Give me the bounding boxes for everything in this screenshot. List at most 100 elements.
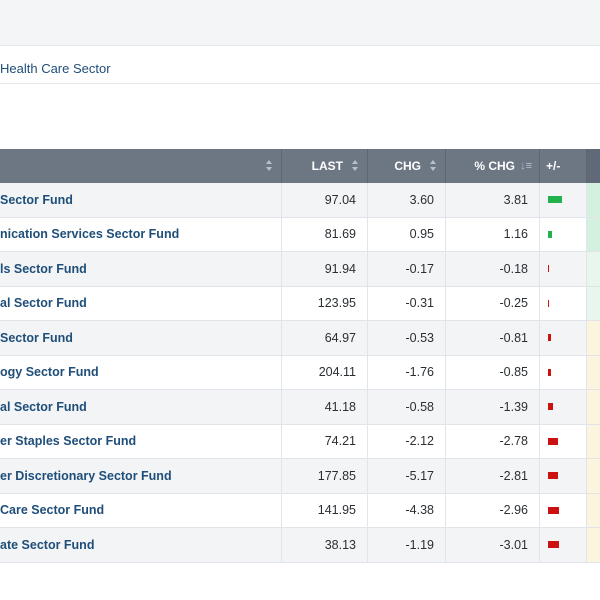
pct-chg-cell: -3.01 bbox=[446, 528, 540, 562]
fund-name-cell[interactable]: ogy Sector Fund bbox=[0, 355, 282, 389]
column-header-chg-label: CHG bbox=[394, 159, 421, 173]
table-row[interactable]: ogy Sector Fund 204.11 -1.76 -0.85 bbox=[0, 355, 600, 390]
extra-cell bbox=[587, 252, 600, 286]
table-row[interactable]: er Staples Sector Fund 74.21 -2.12 -2.78 bbox=[0, 424, 600, 459]
sort-icon bbox=[352, 160, 359, 172]
fund-name-link[interactable]: ls Sector Fund bbox=[0, 261, 87, 276]
extra-cell bbox=[587, 528, 600, 562]
chg-cell: 0.95 bbox=[368, 217, 446, 251]
pct-chg-cell: -2.78 bbox=[446, 424, 540, 458]
column-header-name[interactable] bbox=[0, 149, 282, 183]
table-row[interactable]: Sector Fund 97.04 3.60 3.81 bbox=[0, 183, 600, 218]
column-header-last[interactable]: LAST bbox=[282, 149, 368, 183]
sort-icon bbox=[430, 160, 437, 172]
last-cell: 177.85 bbox=[282, 459, 368, 493]
pct-chg-cell: -0.81 bbox=[446, 321, 540, 355]
table-row[interactable]: ate Sector Fund 38.13 -1.19 -3.01 bbox=[0, 528, 600, 563]
breadcrumb[interactable]: Health Care Sector bbox=[0, 61, 111, 76]
chg-cell: -5.17 bbox=[368, 459, 446, 493]
change-bar bbox=[548, 506, 559, 514]
last-cell: 97.04 bbox=[282, 183, 368, 217]
chg-cell: -1.76 bbox=[368, 355, 446, 389]
chg-cell: -0.31 bbox=[368, 286, 446, 320]
table-row[interactable]: al Sector Fund 41.18 -0.58 -1.39 bbox=[0, 390, 600, 425]
fund-name-cell[interactable]: nication Services Sector Fund bbox=[0, 217, 282, 251]
column-header-plus-minus[interactable]: +/- bbox=[540, 149, 587, 183]
change-bar bbox=[548, 472, 558, 480]
plus-minus-cell bbox=[540, 217, 587, 251]
change-bar bbox=[548, 403, 553, 411]
fund-name-link[interactable]: nication Services Sector Fund bbox=[0, 227, 180, 242]
chg-cell: -0.58 bbox=[368, 390, 446, 424]
last-cell: 141.95 bbox=[282, 493, 368, 527]
top-bar bbox=[0, 0, 600, 46]
last-cell: 38.13 bbox=[282, 528, 368, 562]
pct-chg-cell: 1.16 bbox=[446, 217, 540, 251]
last-cell: 81.69 bbox=[282, 217, 368, 251]
fund-name-cell[interactable]: al Sector Fund bbox=[0, 286, 282, 320]
fund-name-cell[interactable]: er Discretionary Sector Fund bbox=[0, 459, 282, 493]
plus-minus-cell bbox=[540, 390, 587, 424]
fund-name-cell[interactable]: Care Sector Fund bbox=[0, 493, 282, 527]
plus-minus-cell bbox=[540, 252, 587, 286]
extra-cell bbox=[587, 459, 600, 493]
fund-name-cell[interactable]: Sector Fund bbox=[0, 321, 282, 355]
fund-name-link[interactable]: ate Sector Fund bbox=[0, 537, 95, 552]
table-row[interactable]: er Discretionary Sector Fund 177.85 -5.17-… bbox=[0, 459, 600, 494]
extra-cell bbox=[587, 355, 600, 389]
sort-descending-icon: ↓≡ bbox=[520, 160, 532, 172]
fund-name-link[interactable]: Care Sector Fund bbox=[0, 503, 105, 518]
pct-chg-cell: -1.39 bbox=[446, 390, 540, 424]
fund-name-cell[interactable]: ls Sector Fund bbox=[0, 252, 282, 286]
last-cell: 91.94 bbox=[282, 252, 368, 286]
extra-cell bbox=[587, 183, 600, 217]
fund-name-cell[interactable]: Sector Fund bbox=[0, 183, 282, 217]
change-bar bbox=[548, 299, 549, 307]
pct-chg-cell: 3.81 bbox=[446, 183, 540, 217]
last-cell: 64.97 bbox=[282, 321, 368, 355]
change-bar bbox=[548, 541, 559, 549]
table-row[interactable]: Sector Fund 64.97 -0.53 -0.81 bbox=[0, 321, 600, 356]
column-header-extra bbox=[587, 149, 600, 183]
plus-minus-cell bbox=[540, 183, 587, 217]
extra-cell bbox=[587, 424, 600, 458]
plus-minus-cell bbox=[540, 321, 587, 355]
plus-minus-cell bbox=[540, 493, 587, 527]
fund-name-cell[interactable]: al Sector Fund bbox=[0, 390, 282, 424]
pct-chg-cell: -0.25 bbox=[446, 286, 540, 320]
fund-name-link[interactable]: Sector Fund bbox=[0, 330, 73, 345]
chg-cell: -4.38 bbox=[368, 493, 446, 527]
table-row[interactable]: Care Sector Fund 141.95 -4.38 -2.96 bbox=[0, 493, 600, 528]
fund-name-link[interactable]: er Staples Sector Fund bbox=[0, 434, 137, 449]
sort-icon bbox=[266, 160, 273, 172]
fund-name-link[interactable]: al Sector Fund bbox=[0, 296, 87, 311]
sector-funds-table: LAST CHG % CHG ↓≡ +/- Sector Fund 97.04 3.… bbox=[0, 149, 600, 563]
fund-name-cell[interactable]: ate Sector Fund bbox=[0, 528, 282, 562]
extra-cell bbox=[587, 286, 600, 320]
plus-minus-cell bbox=[540, 459, 587, 493]
table-row[interactable]: nication Services Sector Fund 81.69 0.95 1.… bbox=[0, 217, 600, 252]
extra-cell bbox=[587, 321, 600, 355]
plus-minus-cell bbox=[540, 286, 587, 320]
column-header-plus-minus-label: +/- bbox=[546, 159, 561, 173]
extra-cell bbox=[587, 493, 600, 527]
chg-cell: -2.12 bbox=[368, 424, 446, 458]
last-cell: 74.21 bbox=[282, 424, 368, 458]
column-header-pct-chg[interactable]: % CHG ↓≡ bbox=[446, 149, 540, 183]
plus-minus-cell bbox=[540, 528, 587, 562]
table-header: LAST CHG % CHG ↓≡ +/- bbox=[0, 149, 600, 183]
table-row[interactable]: ls Sector Fund 91.94 -0.17 -0.18 bbox=[0, 252, 600, 287]
change-bar bbox=[548, 368, 551, 376]
pct-chg-cell: -0.85 bbox=[446, 355, 540, 389]
change-bar bbox=[548, 437, 558, 445]
last-cell: 123.95 bbox=[282, 286, 368, 320]
column-header-chg[interactable]: CHG bbox=[368, 149, 446, 183]
plus-minus-cell bbox=[540, 424, 587, 458]
fund-name-link[interactable]: al Sector Fund bbox=[0, 399, 87, 414]
fund-name-link[interactable]: ogy Sector Fund bbox=[0, 365, 99, 380]
fund-name-link[interactable]: Sector Fund bbox=[0, 192, 73, 207]
fund-name-link[interactable]: er Discretionary Sector Fund bbox=[0, 468, 172, 483]
change-bar bbox=[548, 334, 551, 342]
table-row[interactable]: al Sector Fund 123.95 -0.31 -0.25 bbox=[0, 286, 600, 321]
fund-name-cell[interactable]: er Staples Sector Fund bbox=[0, 424, 282, 458]
